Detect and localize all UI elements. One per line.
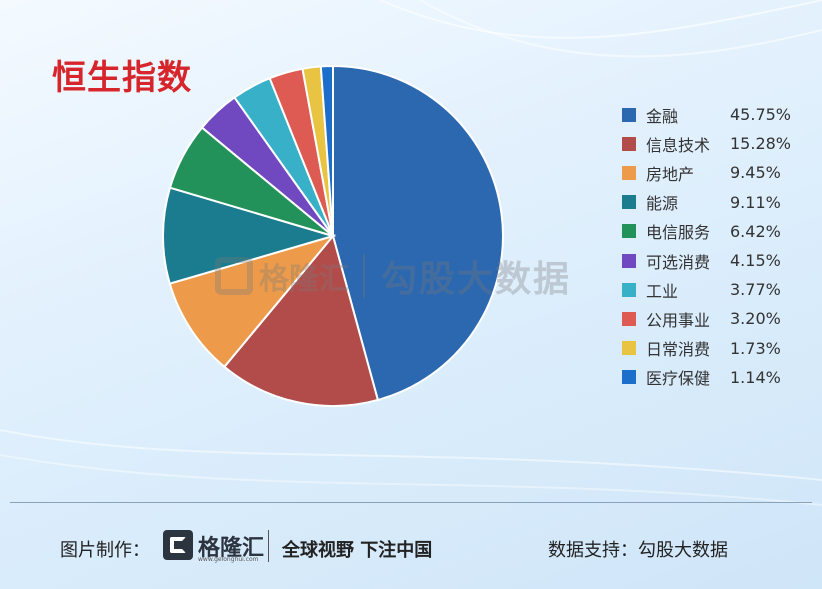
legend-item: 电信服务 6.42% — [622, 217, 800, 246]
legend-value: 15.28% — [730, 134, 792, 154]
legend-label: 信息技术 — [646, 135, 711, 155]
legend-swatch — [622, 136, 636, 151]
legend-label: 日常消费 — [646, 340, 711, 360]
legend-value: 3.77% — [730, 280, 781, 300]
legend-label: 医疗保健 — [646, 369, 711, 389]
legend-swatch — [622, 341, 636, 356]
footer-separator — [268, 530, 269, 562]
chart-title: 恒生指数 — [52, 58, 192, 98]
legend-value: 1.73% — [730, 338, 781, 358]
gelonghui-logo-icon — [163, 530, 193, 560]
legend-value: 6.42% — [730, 221, 781, 241]
legend-value: 3.20% — [730, 309, 781, 329]
legend-item: 能源 9.11% — [622, 188, 800, 217]
legend-item: 金融 45.75% — [622, 100, 800, 129]
chart-legend: 金融 45.75% 信息技术 15.28% 房地产 9.45% 能源 9.11% 电信服务 6.4… — [622, 100, 800, 392]
legend-label: 可选消费 — [646, 252, 711, 272]
footer: 图片制作： 格隆汇 www.gelonghui.com 全球视野 下注中国 数据… — [0, 528, 822, 568]
legend-swatch — [622, 311, 636, 326]
legend-label: 电信服务 — [646, 223, 711, 243]
footer-slogan: 全球视野 下注中国 — [282, 540, 433, 561]
pie-chart — [162, 64, 504, 407]
legend-swatch — [622, 282, 636, 297]
legend-swatch — [622, 370, 636, 385]
legend-item: 可选消费 4.15% — [622, 246, 800, 275]
legend-value: 9.11% — [730, 192, 781, 212]
legend-label: 能源 — [646, 194, 679, 214]
legend-swatch — [622, 195, 636, 210]
legend-item: 房地产 9.45% — [622, 158, 800, 187]
legend-value: 45.75% — [730, 105, 792, 125]
legend-item: 工业 3.77% — [622, 275, 800, 304]
footer-made-by: 图片制作： — [60, 540, 150, 561]
legend-value: 4.15% — [730, 251, 781, 271]
legend-item: 医疗保健 1.14% — [622, 363, 800, 392]
pie-slice-2 — [168, 234, 336, 369]
pie-slice-0 — [332, 64, 504, 402]
legend-value: 1.14% — [730, 367, 781, 387]
legend-swatch — [622, 107, 636, 122]
legend-swatch — [622, 224, 636, 239]
legend-swatch — [622, 253, 636, 268]
legend-label: 公用事业 — [646, 310, 711, 330]
pie-slice-1 — [222, 233, 380, 407]
pie-slice-9 — [319, 64, 334, 237]
legend-item: 信息技术 15.28% — [622, 129, 800, 158]
legend-swatch — [622, 165, 636, 180]
legend-item: 日常消费 1.73% — [622, 334, 800, 363]
footer-brand: 格隆汇 — [198, 536, 265, 561]
footer-data-support: 数据支持：勾股大数据 — [548, 540, 728, 561]
footer-divider — [10, 502, 812, 503]
pie-slice-3 — [162, 186, 337, 285]
footer-brand-url: www.gelonghui.com — [198, 556, 259, 563]
legend-label: 房地产 — [646, 164, 695, 184]
legend-label: 金融 — [646, 106, 679, 126]
legend-value: 9.45% — [730, 163, 781, 183]
legend-item: 公用事业 3.20% — [622, 304, 800, 333]
legend-label: 工业 — [646, 281, 679, 301]
